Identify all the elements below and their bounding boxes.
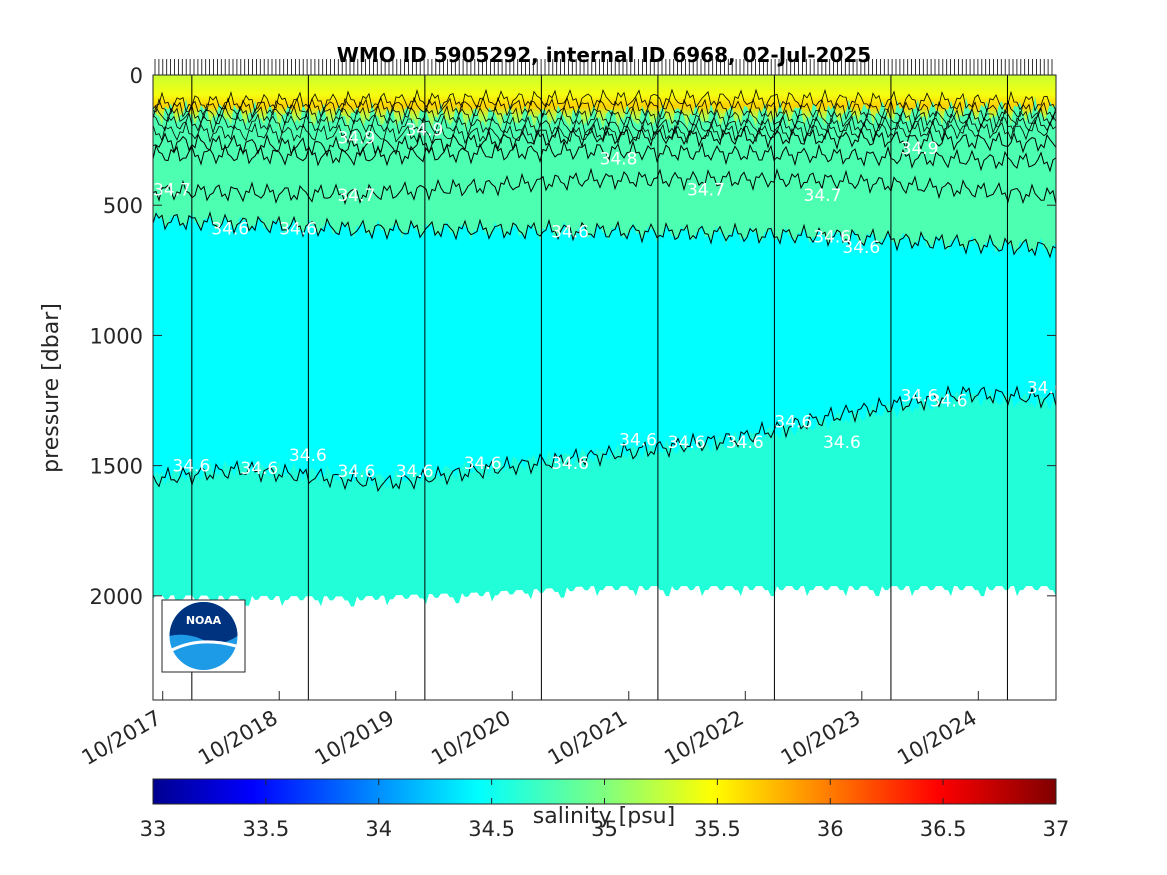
- contour-label: 34.6: [211, 220, 249, 240]
- colorbar-ticks: 33 33.5 34 34.5 35 35.5 36 36.5 37: [140, 779, 1070, 841]
- contour-label: 34.6: [337, 462, 375, 482]
- contour-label: 34.6: [823, 433, 861, 453]
- x-tick-label: 10/2017: [78, 706, 166, 770]
- contour-label: 34.8: [600, 149, 638, 169]
- contour-label: 34.6: [842, 238, 880, 258]
- colorbar-tick-label: 35.5: [694, 817, 741, 841]
- contour-line-34-9: [153, 124, 1056, 158]
- contour-label: 34.6: [279, 220, 317, 240]
- y-tick-label: 1000: [90, 324, 143, 348]
- contour-label: 34.7: [337, 186, 375, 206]
- y-tick-label: 2000: [90, 585, 143, 609]
- y-tick-label: 0: [130, 64, 143, 88]
- mid-layer-fill: [153, 210, 1056, 489]
- contour-label: 34.9: [337, 129, 375, 149]
- contour-label: 34.6: [464, 454, 502, 474]
- x-tick-label: 10/2018: [194, 706, 282, 770]
- surface-layer-fill: [153, 75, 1056, 132]
- contour-label: 34.6: [240, 459, 278, 479]
- y-tick-label: 1500: [90, 455, 143, 479]
- surface-contour-line: [153, 119, 1056, 145]
- surface-contour-line: [153, 103, 1056, 130]
- x-tick-label: 10/2020: [427, 706, 515, 770]
- x-tick-label: 10/2023: [777, 706, 865, 770]
- x-tick-label: 10/2024: [893, 706, 981, 770]
- x-tick-label: 10/2021: [544, 706, 632, 770]
- surface-contour-line: [153, 96, 1056, 122]
- contour-label: 34.6: [774, 412, 812, 432]
- contour-label: 34.7: [687, 181, 725, 201]
- plot-area: 34.734.6 34.634.734.9 34.934.634.834.7 34.7…: [153, 75, 1065, 700]
- contour-label: 34.6: [289, 446, 327, 466]
- profile-ticks: [154, 59, 1053, 75]
- colorbar-tick-label: 33.5: [242, 817, 289, 841]
- colorbar-tick-label: 35: [591, 817, 618, 841]
- surface-contour-line: [153, 88, 1056, 114]
- colorbar-label: salinity [psu]: [533, 804, 675, 829]
- contour-label: 34.6: [619, 431, 657, 451]
- y-axis-label: pressure [dbar]: [39, 303, 64, 473]
- contour-line-34-6: [153, 210, 1056, 259]
- contour-label: 34.9: [901, 139, 939, 159]
- colorbar-tick-label: 34: [365, 817, 392, 841]
- contour-label: 34.6: [396, 462, 434, 482]
- contour-label: 34.6: [930, 392, 968, 412]
- y-tick-label: 500: [103, 194, 143, 218]
- contour-label: 34.6: [726, 433, 764, 453]
- contour-label: 34.6: [901, 386, 939, 406]
- colorbar-tick-label: 33: [140, 817, 167, 841]
- contour-line-34-7: [153, 167, 1056, 206]
- contour-label: 34.6: [551, 454, 589, 474]
- contour-label: 34.6: [551, 222, 589, 242]
- chart-title: WMO ID 5905292, internal ID 6968, 02-Jul…: [337, 43, 871, 67]
- contour-labels: 34.734.6 34.634.734.9 34.934.634.834.7 34.7…: [153, 121, 1065, 482]
- y-axis-ticks: 0 500 1000 1500 2000: [90, 64, 1056, 609]
- contour-label: 34.9: [405, 121, 443, 141]
- contour-label: 34.7: [153, 181, 191, 201]
- contour-label: 34.7: [804, 186, 842, 206]
- x-tick-label: 10/2019: [311, 706, 399, 770]
- contour-label: 34.6: [668, 433, 706, 453]
- contour-line-34-8: [153, 139, 1056, 173]
- colorbar-tick-label: 36.5: [920, 817, 967, 841]
- contour-line-34-6: [153, 385, 1056, 493]
- axes-frame: [152, 74, 1057, 701]
- noaa-logo-text: NOAA: [186, 614, 222, 627]
- colorbar-tick-label: 36: [817, 817, 844, 841]
- year-marker-lines: [191, 75, 1008, 700]
- x-axis-ticks: 10/2017 10/2018 10/2019 10/2020 10/2021 10/20…: [78, 691, 981, 770]
- contour-label: 34.6: [813, 227, 851, 247]
- noaa-logo-icon: NOAA: [161, 599, 246, 673]
- x-tick-label: 10/2022: [660, 706, 748, 770]
- contour-lines: [153, 88, 1056, 493]
- contour-label: 34.6: [172, 457, 210, 477]
- colorbar-tick-label: 37: [1043, 817, 1070, 841]
- colorbar-tick-label: 34.5: [468, 817, 515, 841]
- contour-label: 34.6: [1027, 379, 1065, 399]
